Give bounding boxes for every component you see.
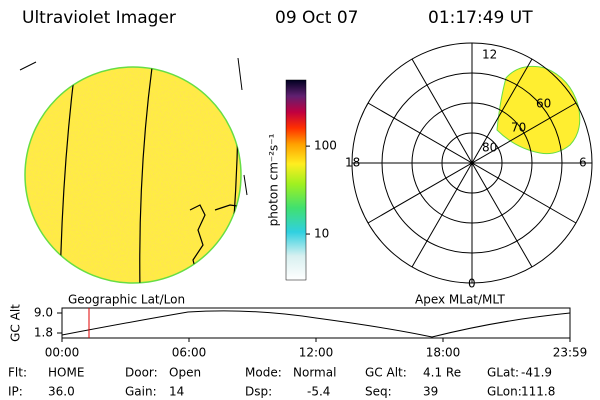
status-label: GLat: — [487, 366, 519, 380]
status-label: Seq: — [365, 385, 392, 399]
status-value: Normal — [293, 366, 336, 380]
status-value: -41.9 — [521, 366, 552, 380]
x-tick-label: 12:00 — [299, 346, 334, 360]
status-label: IP: — [8, 385, 23, 399]
title: Ultraviolet Imager — [22, 8, 176, 28]
altitude-curve — [61, 310, 571, 338]
status-label: GLon: — [487, 385, 522, 399]
status-label: GC Alt: — [365, 366, 407, 380]
status-value: Open — [169, 366, 201, 380]
date: 09 Oct 07 — [275, 8, 358, 28]
geo-image — [19, 57, 248, 284]
status-value: 39 — [423, 385, 438, 399]
x-tick-label: 06:00 — [172, 346, 207, 360]
x-tick-label: 23:59 — [553, 346, 588, 360]
mlat-label: 60 — [536, 97, 551, 111]
mlat-label: 70 — [511, 121, 526, 135]
status-value: 4.1 Re — [423, 366, 461, 380]
mlt-label: 6 — [579, 156, 587, 170]
mlt-label: 18 — [345, 156, 360, 170]
left-panel-label: Geographic Lat/Lon — [68, 293, 185, 307]
status-label: Mode: — [245, 366, 282, 380]
status-value: 36.0 — [48, 385, 75, 399]
colorbar — [285, 79, 307, 281]
status-value: 111.8 — [521, 385, 555, 399]
colorbar-tick-label: 10 — [314, 227, 329, 241]
x-tick-label: 18:00 — [426, 346, 461, 360]
status-label: Flt: — [8, 366, 27, 380]
polar-plot — [351, 42, 593, 284]
mlt-label: 0 — [468, 277, 476, 291]
altitude-frame — [61, 307, 571, 339]
status-value: HOME — [48, 366, 84, 380]
status-label: Gain: — [125, 385, 157, 399]
status-value: 14 — [169, 385, 184, 399]
mlat-label: 80 — [482, 141, 497, 155]
time: 01:17:49 UT — [428, 8, 533, 28]
mlt-label: 12 — [482, 48, 497, 62]
altitude-ylabel: GC Alt — [9, 304, 23, 342]
status-label: Dsp: — [245, 385, 272, 399]
right-panel-label: Apex MLat/MLT — [415, 293, 505, 307]
status-value: -5.4 — [307, 385, 330, 399]
colorbar-tick-label: 100 — [314, 139, 337, 153]
y-tick-label: 9.0 — [34, 306, 53, 320]
y-tick-label: 1.8 — [34, 326, 53, 340]
x-tick-label: 00:00 — [45, 346, 80, 360]
status-label: Door: — [125, 366, 158, 380]
colorbar-label: photon cm⁻²s⁻¹ — [267, 133, 281, 226]
